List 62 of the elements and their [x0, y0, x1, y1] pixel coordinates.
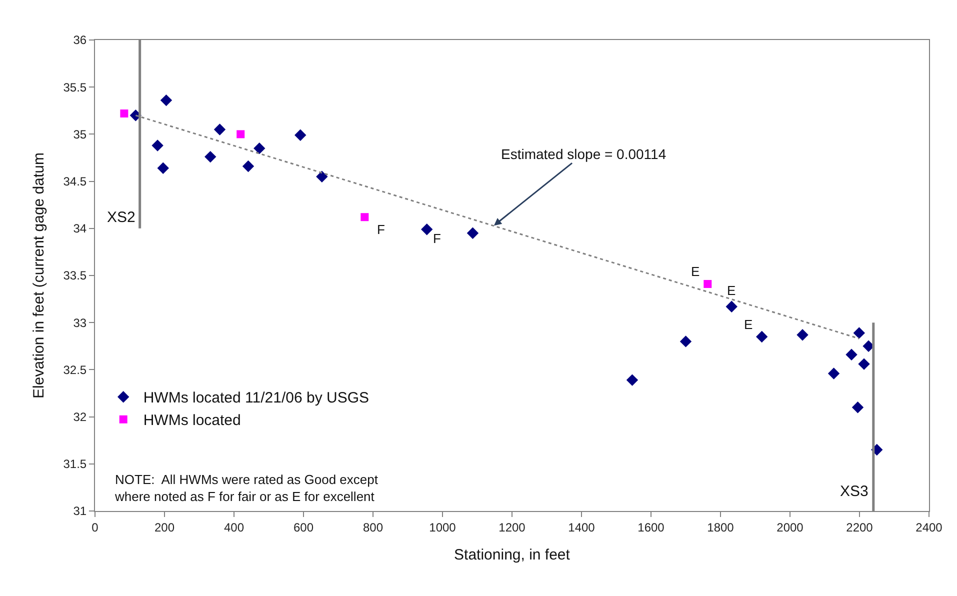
y-tick-label: 35: [73, 127, 87, 142]
annotation: E: [691, 264, 700, 279]
point: [756, 330, 768, 343]
annotation: XS2: [107, 209, 136, 226]
point: [152, 140, 164, 152]
point: [846, 348, 858, 360]
x-tick-label: 1000: [429, 520, 456, 534]
annotation: F: [433, 231, 441, 246]
y-axis-title: Elevation in feet (current gage datum: [30, 152, 48, 398]
y-tick-label: 32: [73, 410, 87, 424]
y-tick-label: 34.5: [63, 174, 87, 188]
annotation: F: [377, 222, 385, 237]
x-tick-label: 800: [362, 520, 384, 534]
legend-label: HWMs located: [143, 412, 241, 430]
x-tick-label: 400: [224, 520, 244, 534]
y-tick-label: 36: [73, 33, 87, 48]
point: [157, 162, 169, 174]
y-tick-label: 31: [73, 504, 87, 518]
point: [853, 327, 865, 339]
y-tick-label: 31.5: [63, 457, 87, 472]
point: [316, 170, 328, 182]
point: [160, 94, 172, 106]
point: [704, 280, 712, 288]
x-tick-label: 2400: [916, 520, 943, 534]
point: [828, 368, 840, 380]
x-tick-label: 2200: [846, 520, 874, 534]
point: [726, 300, 738, 312]
annotation: E: [744, 317, 753, 332]
point: [214, 124, 226, 136]
y-tick-label: 33.5: [63, 268, 87, 283]
point: [858, 358, 870, 370]
x-tick-label: 600: [293, 520, 314, 534]
x-tick-label: 2000: [776, 520, 804, 534]
annotation: Estimated slope = 0.00114: [501, 146, 666, 162]
y-tick-label: 35.5: [63, 80, 87, 94]
annotation: XS3: [840, 483, 868, 500]
point: [360, 213, 369, 222]
annotation: NOTE: All HWMs were rated as Good except where noted as F for fair or as E for excellent: [114, 472, 378, 504]
x-axis-title: Stationing, in feet: [454, 546, 571, 564]
point: [242, 160, 254, 172]
point: [796, 329, 808, 341]
x-tick-label: 1800: [707, 520, 734, 534]
point: [852, 402, 864, 414]
y-tick-label: 33: [73, 316, 87, 330]
point: [120, 109, 128, 118]
y-tick-label: 34: [73, 222, 87, 236]
x-tick-label: 200: [154, 520, 175, 534]
point: [421, 223, 433, 236]
point: [236, 130, 245, 138]
point: [204, 150, 216, 163]
x-tick-label: 1400: [568, 520, 596, 534]
point: [254, 142, 266, 154]
annotation: E: [727, 283, 736, 298]
x-tick-label: 1200: [498, 520, 526, 534]
x-tick-label: 0: [92, 520, 99, 534]
x-tick-label: 1600: [638, 520, 665, 534]
point: [626, 374, 638, 386]
point: [294, 129, 306, 141]
point: [680, 336, 692, 348]
point: [466, 227, 479, 239]
legend-label: HWMs located 11/21/06 by USGS: [143, 390, 369, 407]
y-tick-label: 32.5: [63, 362, 87, 377]
